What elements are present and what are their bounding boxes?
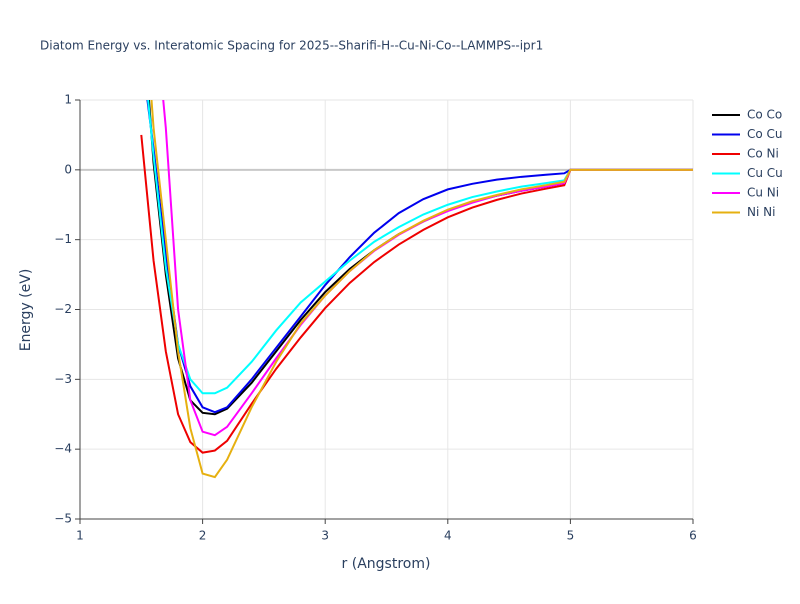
series-group [140, 100, 693, 479]
legend-label: Co Co [747, 108, 782, 122]
legend-label: Co Cu [747, 127, 783, 141]
y-tick-label: −2 [54, 302, 72, 316]
x-tick-label: 2 [199, 529, 207, 543]
y-tick-label: −1 [54, 232, 72, 246]
legend-label: Co Ni [747, 147, 779, 161]
x-axis-title: r (Angstrom) [342, 556, 431, 572]
y-tick-label: −4 [54, 442, 72, 456]
series-line [140, 134, 693, 454]
chart-title: Diatom Energy vs. Interatomic Spacing fo… [40, 39, 543, 53]
series-line [150, 100, 693, 479]
y-tick-label: −3 [54, 372, 72, 386]
x-tick-label: 4 [444, 529, 452, 543]
series-line [146, 100, 693, 414]
series-line [147, 100, 693, 395]
x-tick-label: 6 [689, 529, 697, 543]
series-line [147, 100, 693, 416]
legend-label: Ni Ni [747, 205, 775, 219]
legend-label: Cu Cu [747, 166, 783, 180]
y-tick-label: −5 [54, 512, 72, 526]
legend-label: Cu Ni [747, 186, 779, 200]
x-tick-label: 5 [567, 529, 575, 543]
y-axis-title: Energy (eV) [18, 269, 34, 352]
y-tick-label: 0 [64, 162, 72, 176]
y-tick-label: 1 [64, 93, 72, 107]
x-tick-label: 3 [321, 529, 329, 543]
x-tick-label: 1 [76, 529, 84, 543]
